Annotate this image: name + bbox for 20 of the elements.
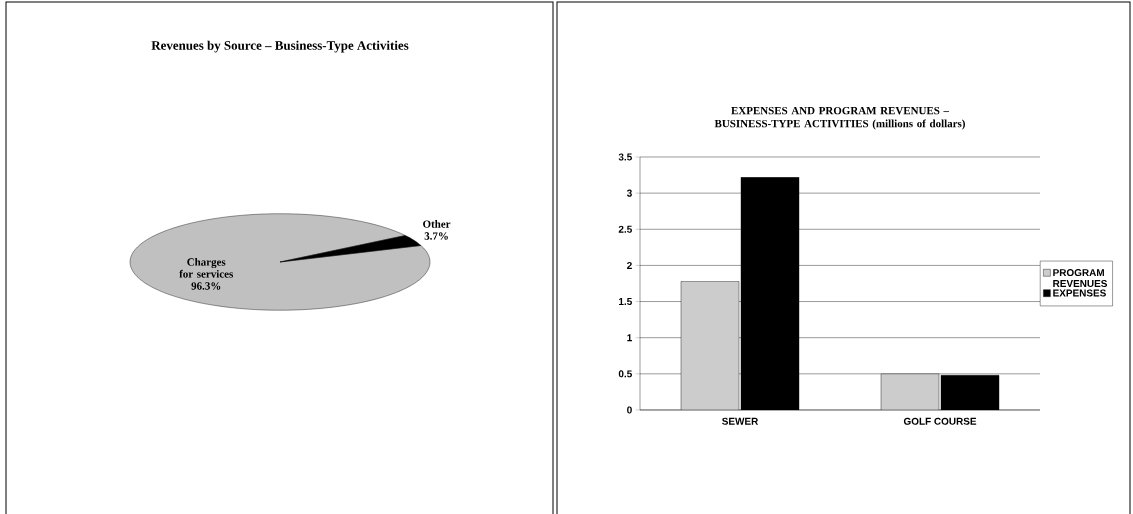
y-tick-label: 1	[627, 334, 632, 342]
data-label: 3.7%	[424, 232, 448, 240]
bar	[680, 281, 740, 410]
data-label: 96.3%	[191, 282, 221, 290]
legend-label: EXPENSES	[1053, 289, 1106, 297]
chart-title: Revenues by Source – Business-Type Activities	[151, 40, 409, 53]
x-tick-label: SEWER	[722, 417, 759, 425]
legend-label: PROGRAM REVENUES	[1053, 269, 1108, 288]
slice-label: Other	[423, 220, 451, 228]
y-tick-label: 0	[627, 406, 632, 414]
y-tick-label: 3	[626, 189, 632, 197]
bar	[880, 373, 940, 410]
y-tick-label: 0.5	[618, 370, 632, 378]
y-tick-label: 3.5	[618, 153, 632, 161]
y-tick-label: 1.5	[619, 298, 632, 306]
chart-title: EXPENSES AND PROGRAM REVENUES – BUSINESS-TYPE ACTIVITIES (millions of dollars)	[714, 106, 965, 130]
y-tick-label: 2	[627, 261, 632, 269]
y-tick-label: 2.5	[618, 225, 632, 233]
slice-label: Charges for services	[179, 258, 234, 278]
x-tick-label: GOLF COURSE	[903, 417, 977, 425]
